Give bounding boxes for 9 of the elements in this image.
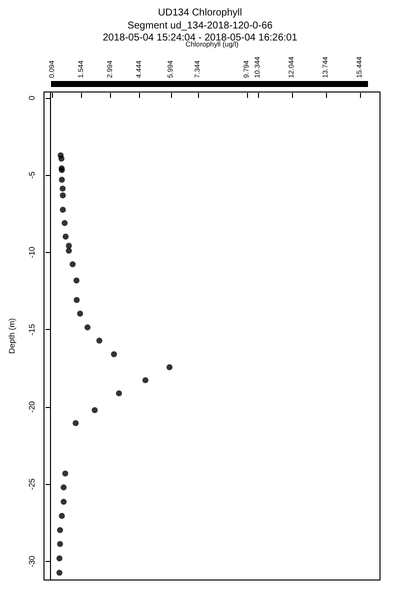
y-tick-label: -10 (28, 246, 36, 258)
y-tick-label: -25 (28, 478, 36, 490)
y-tick-label: -15 (28, 323, 36, 336)
y-tick-label: -20 (28, 400, 36, 413)
y-axis-title: Depth (m) (8, 318, 16, 354)
chart-title: UD134 Chlorophyll (158, 8, 242, 18)
y-tick-label: -30 (28, 555, 36, 568)
y-tick-label: 0 (28, 95, 36, 100)
y-tick-label: -5 (28, 171, 36, 179)
